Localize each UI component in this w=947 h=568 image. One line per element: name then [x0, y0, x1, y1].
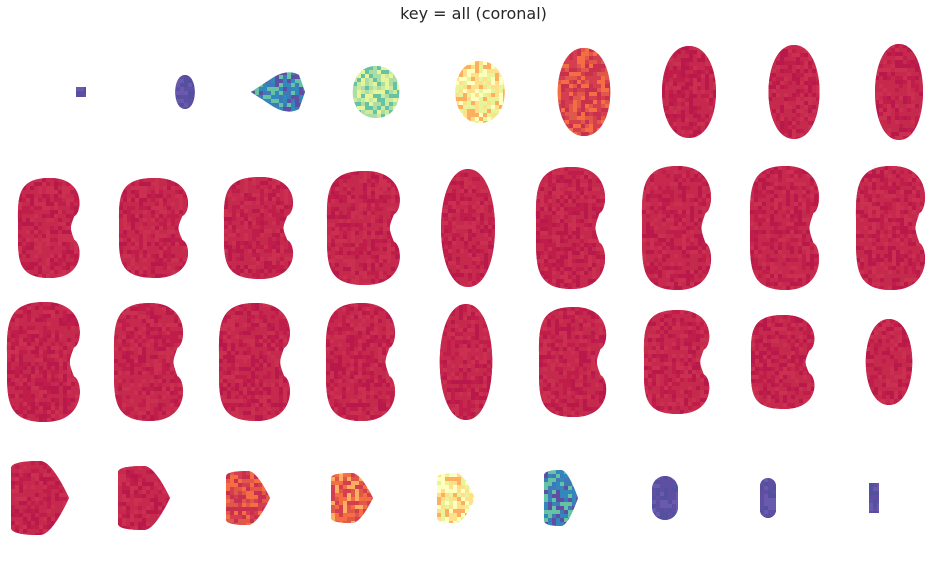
slice-r1-c8: [855, 166, 926, 290]
slice-r2-c8: [865, 319, 913, 405]
slice-r2-c4: [439, 304, 493, 420]
slice-r2-c3: [325, 303, 396, 421]
slice-r1-c1: [118, 178, 189, 278]
slice-r1-c2: [223, 177, 294, 279]
slice-r3-c6: [652, 476, 678, 520]
slice-r1-c5: [535, 167, 606, 289]
slice-r1-c0: [17, 178, 80, 278]
slice-r0-c2: [251, 72, 305, 112]
figure-title: key = all (coronal): [400, 4, 547, 23]
slice-r1-c6: [641, 166, 712, 290]
slice-r0-c3: [352, 66, 400, 118]
slice-r2-c2: [218, 303, 290, 421]
slice-r3-c8: [869, 483, 879, 513]
slice-r3-c1: [118, 466, 170, 530]
slice-r3-c2: [226, 471, 270, 525]
slice-r1-c7: [749, 166, 820, 290]
slice-r2-c0: [6, 302, 80, 422]
slice-r0-c5: [557, 48, 611, 136]
slice-r1-c4: [441, 169, 495, 287]
slice-r2-c1: [113, 303, 184, 421]
slice-r0-c7: [768, 45, 820, 139]
slice-r0-c0: [76, 87, 86, 97]
slice-r1-c3: [326, 171, 400, 285]
slice-r2-c5: [538, 307, 607, 417]
slice-r3-c4: [437, 473, 475, 523]
slice-r0-c6: [662, 46, 716, 138]
slice-r2-c7: [750, 315, 815, 409]
slice-r0-c8: [875, 44, 923, 140]
slice-r3-c0: [11, 461, 69, 535]
slice-r3-c7: [760, 478, 776, 518]
slice-r0-c4: [455, 61, 505, 123]
slice-r3-c3: [331, 473, 373, 523]
slice-r3-c5: [544, 470, 578, 526]
slice-r0-c1: [175, 75, 195, 109]
slice-r2-c6: [643, 310, 710, 414]
